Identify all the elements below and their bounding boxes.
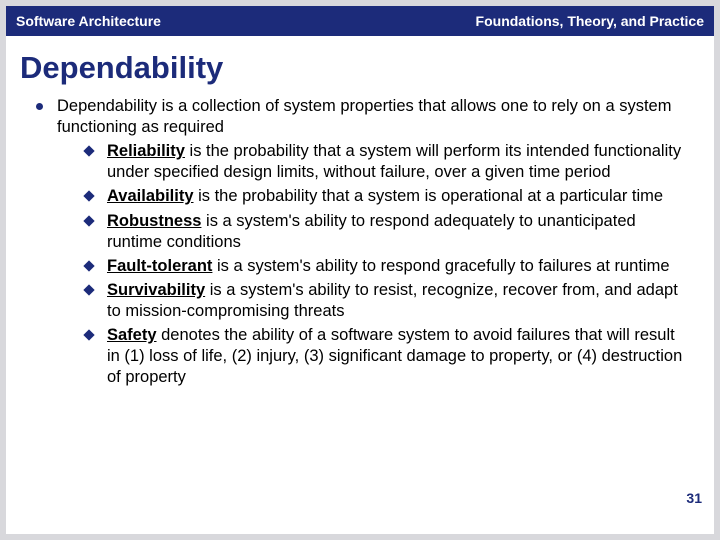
- list-item: Robustness is a system's ability to resp…: [85, 211, 692, 253]
- term: Availability: [107, 187, 194, 205]
- intro-line: Dependability is a collection of system …: [57, 97, 671, 136]
- term: Reliability: [107, 142, 185, 160]
- header-right: Foundations, Theory, and Practice: [476, 13, 704, 29]
- sub-list: Reliability is the probability that a sy…: [57, 141, 692, 388]
- list-item: Availability is the probability that a s…: [85, 186, 692, 207]
- term: Survivability: [107, 281, 205, 299]
- term: Fault-tolerant: [107, 257, 212, 275]
- slide-header: Software Architecture Foundations, Theor…: [6, 6, 714, 36]
- slide-content: Dependability is a collection of system …: [6, 96, 714, 388]
- header-left: Software Architecture: [16, 13, 161, 29]
- definition: is a system's ability to respond gracefu…: [212, 257, 669, 275]
- definition: denotes the ability of a software system…: [107, 326, 682, 386]
- item-text: Reliability is the probability that a sy…: [107, 141, 692, 183]
- diamond-icon: [83, 215, 94, 226]
- diamond-icon: [83, 191, 94, 202]
- term: Safety: [107, 326, 157, 344]
- term: Robustness: [107, 212, 201, 230]
- item-text: Safety denotes the ability of a software…: [107, 325, 692, 388]
- item-text: Survivability is a system's ability to r…: [107, 280, 692, 322]
- diamond-icon: [83, 146, 94, 157]
- intro-text: Dependability is a collection of system …: [57, 96, 692, 388]
- diamond-icon: [83, 329, 94, 340]
- definition: is the probability that a system is oper…: [194, 187, 664, 205]
- list-item: Reliability is the probability that a sy…: [85, 141, 692, 183]
- bullet-dot-icon: [36, 103, 43, 110]
- item-text: Robustness is a system's ability to resp…: [107, 211, 692, 253]
- slide: Software Architecture Foundations, Theor…: [6, 6, 714, 534]
- page-number: 31: [686, 490, 702, 506]
- list-item: Safety denotes the ability of a software…: [85, 325, 692, 388]
- list-item: Fault-tolerant is a system's ability to …: [85, 256, 692, 277]
- item-text: Availability is the probability that a s…: [107, 186, 692, 207]
- item-text: Fault-tolerant is a system's ability to …: [107, 256, 692, 277]
- slide-title: Dependability: [6, 36, 714, 96]
- definition: is the probability that a system will pe…: [107, 142, 681, 181]
- intro-bullet: Dependability is a collection of system …: [36, 96, 692, 388]
- diamond-icon: [83, 284, 94, 295]
- list-item: Survivability is a system's ability to r…: [85, 280, 692, 322]
- diamond-icon: [83, 260, 94, 271]
